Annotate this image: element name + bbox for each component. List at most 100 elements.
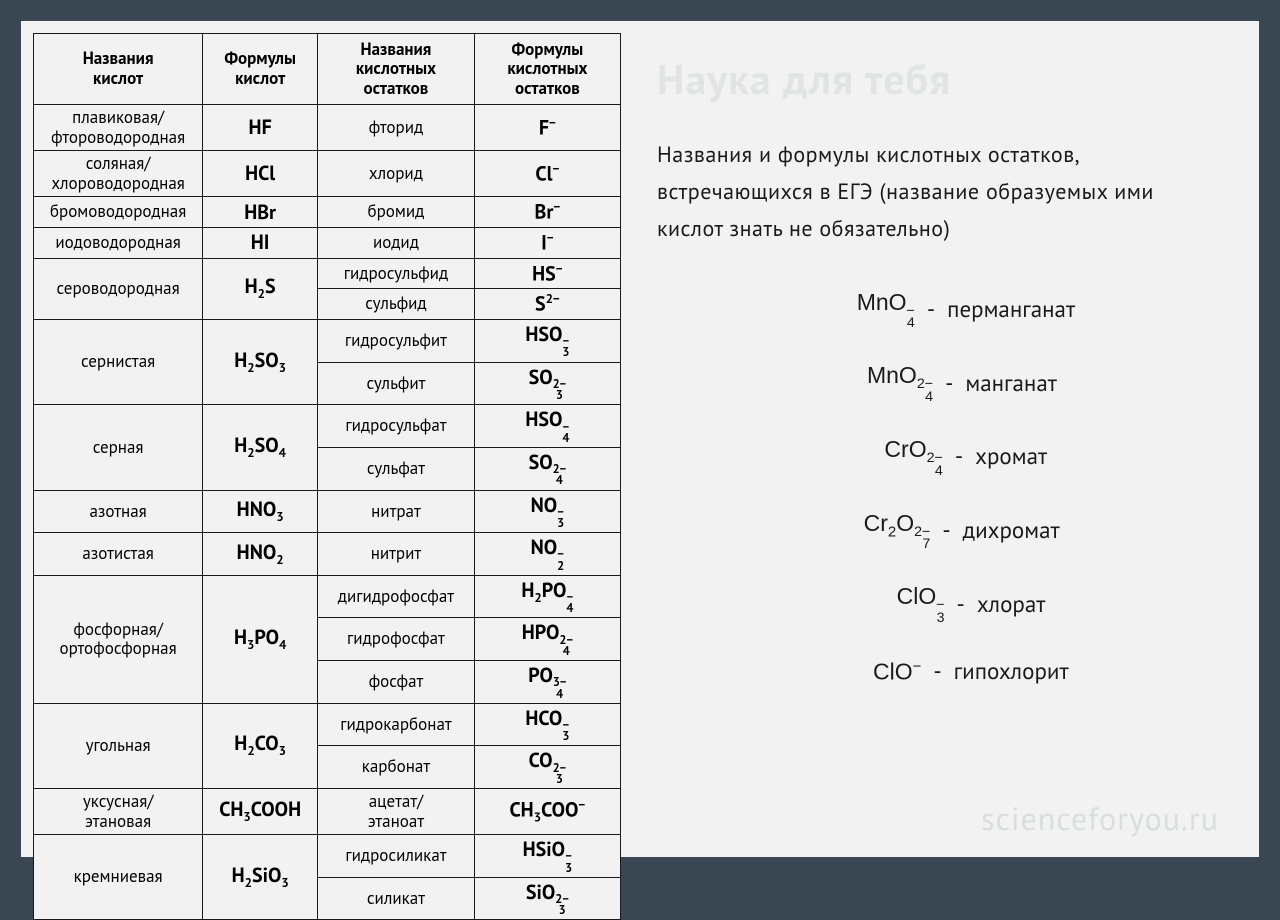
acid-formula-cell: H2CO3: [203, 703, 318, 788]
residue-name-cell: гидросиликат: [318, 835, 475, 878]
ion-separator: -: [933, 657, 941, 686]
acid-formula-cell: HF: [203, 105, 318, 151]
ion-label: манганат: [965, 369, 1057, 398]
ion-label: перманганат: [947, 295, 1075, 324]
acid-name-cell: фосфорная/ортофосфорная: [34, 575, 203, 703]
residue-formula-cell: S2−: [474, 289, 620, 320]
residue-formula-cell: Br−: [474, 197, 620, 228]
residue-formula-cell: SiO2−3: [474, 877, 620, 920]
residue-name-cell: силикат: [318, 877, 475, 920]
acid-formula-cell: H3PO4: [203, 575, 318, 703]
table-row: сернаяH2SO4гидросульфатHSO−4: [34, 405, 621, 448]
residue-formula-cell: NO−3: [474, 490, 620, 533]
table-header: Названиякислот: [34, 33, 203, 105]
residue-name-cell: нитрит: [318, 533, 475, 576]
ion-label: хлорат: [977, 590, 1046, 619]
acid-name-cell: кремниевая: [34, 835, 203, 920]
table-row: сернистаяH2SO3гидросульфитHSO−3: [34, 319, 621, 362]
content-card: НазваниякислотФормулыкислотНазваниякисло…: [21, 21, 1259, 857]
ion-formula: Cr2O2−7: [820, 510, 930, 552]
table-row: фосфорная/ортофосфорнаяH3PO4дигидрофосфа…: [34, 575, 621, 618]
ion-row: ClO−-гипохлорит: [657, 657, 1223, 686]
residue-name-cell: фторид: [318, 105, 475, 151]
residue-name-cell: иодид: [318, 227, 475, 258]
residue-formula-cell: Cl−: [474, 151, 620, 197]
watermark-bottom: scienceforyou.ru: [981, 797, 1219, 839]
ion-row: Cr2O2−7-дихромат: [657, 510, 1223, 552]
residue-formula-cell: HPO2−4: [474, 618, 620, 661]
acid-name-cell: сернистая: [34, 319, 203, 404]
residue-formula-cell: CH3COO−: [474, 789, 620, 835]
acid-name-cell: сероводородная: [34, 258, 203, 319]
ion-formula: ClO−: [811, 658, 921, 686]
residue-formula-cell: PO3−4: [474, 661, 620, 704]
residue-formula-cell: H2PO−4: [474, 575, 620, 618]
residue-name-cell: гидрокарбонат: [318, 703, 475, 746]
watermark-top: Наука для тебя: [657, 51, 951, 106]
residue-name-cell: сульфид: [318, 289, 475, 320]
residue-formula-cell: HSO−4: [474, 405, 620, 448]
table-row: азотистаяHNO2нитритNO−2: [34, 533, 621, 576]
ion-formula: ClO−3: [835, 583, 945, 625]
residue-name-cell: сульфат: [318, 447, 475, 490]
ion-separator: -: [945, 369, 953, 398]
residue-formula-cell: HCO−3: [474, 703, 620, 746]
table-row: кремниеваяH2SiO3гидросиликатHSiO−3: [34, 835, 621, 878]
ion-label: хромат: [975, 442, 1047, 471]
ion-separator: -: [957, 590, 965, 619]
acid-name-cell: плавиковая/фтороводородная: [34, 105, 203, 151]
acid-name-cell: иодоводородная: [34, 227, 203, 258]
ion-list: MnO−4-перманганатMnO2−4-манганатCrO2−4-х…: [657, 289, 1223, 686]
residue-formula-cell: HS−: [474, 258, 620, 289]
acid-formula-cell: CH3COOH: [203, 789, 318, 835]
residue-name-cell: ацетат/этаноат: [318, 789, 475, 835]
residue-name-cell: дигидрофосфат: [318, 575, 475, 618]
ion-separator: -: [927, 295, 935, 324]
acid-formula-cell: H2SO3: [203, 319, 318, 404]
acid-name-cell: азотистая: [34, 533, 203, 576]
ion-formula: MnO−4: [805, 289, 915, 331]
acid-name-cell: бромоводородная: [34, 197, 203, 228]
ion-formula: MnO2−4: [823, 362, 933, 404]
acid-name-cell: серная: [34, 405, 203, 490]
residue-formula-cell: SO2−3: [474, 362, 620, 405]
acid-name-cell: соляная/хлороводородная: [34, 151, 203, 197]
ion-row: MnO2−4-манганат: [657, 362, 1223, 404]
acid-name-cell: азотная: [34, 490, 203, 533]
table-row: иодоводороднаяHIиодидI−: [34, 227, 621, 258]
residue-name-cell: гидросульфат: [318, 405, 475, 448]
table-header: Формулыкислот: [203, 33, 318, 105]
acid-name-cell: угольная: [34, 703, 203, 788]
ion-separator: -: [955, 442, 963, 471]
acid-formula-cell: HI: [203, 227, 318, 258]
ion-label: гипохлорит: [954, 657, 1069, 686]
ion-row: CrO2−4-хромат: [657, 436, 1223, 478]
residue-name-cell: сульфит: [318, 362, 475, 405]
acid-formula-cell: HNO2: [203, 533, 318, 576]
table-header: Формулыкислотныхостатков: [474, 33, 620, 105]
acid-formula-cell: H2S: [203, 258, 318, 319]
acid-formula-cell: HNO3: [203, 490, 318, 533]
table-row: сероводороднаяH2SгидросульфидHS−: [34, 258, 621, 289]
acid-name-cell: уксусная/этановая: [34, 789, 203, 835]
residue-formula-cell: NO−2: [474, 533, 620, 576]
acid-formula-cell: H2SO4: [203, 405, 318, 490]
residue-formula-cell: HSiO−3: [474, 835, 620, 878]
acids-table: НазваниякислотФормулыкислотНазваниякисло…: [33, 33, 621, 920]
ion-row: ClO−3-хлорат: [657, 583, 1223, 625]
acid-formula-cell: HBr: [203, 197, 318, 228]
table-row: соляная/хлороводороднаяHClхлоридCl−: [34, 151, 621, 197]
residue-name-cell: гидросульфид: [318, 258, 475, 289]
intro-text: Названия и формулы кислотных остатков, в…: [657, 137, 1223, 249]
table-panel: НазваниякислотФормулыкислотНазваниякисло…: [21, 21, 621, 857]
table-row: угольнаяH2CO3гидрокарбонатHCO−3: [34, 703, 621, 746]
residue-name-cell: гидросульфит: [318, 319, 475, 362]
residue-formula-cell: CO2−3: [474, 746, 620, 789]
residue-formula-cell: SO2−4: [474, 447, 620, 490]
info-panel: Наука для тебя Названия и формулы кислот…: [621, 21, 1259, 857]
table-row: плавиковая/фтороводороднаяHFфторидF−: [34, 105, 621, 151]
residue-name-cell: бромид: [318, 197, 475, 228]
ion-formula: CrO2−4: [833, 436, 943, 478]
residue-name-cell: гидрофосфат: [318, 618, 475, 661]
table-row: азотнаяHNO3нитратNO−3: [34, 490, 621, 533]
